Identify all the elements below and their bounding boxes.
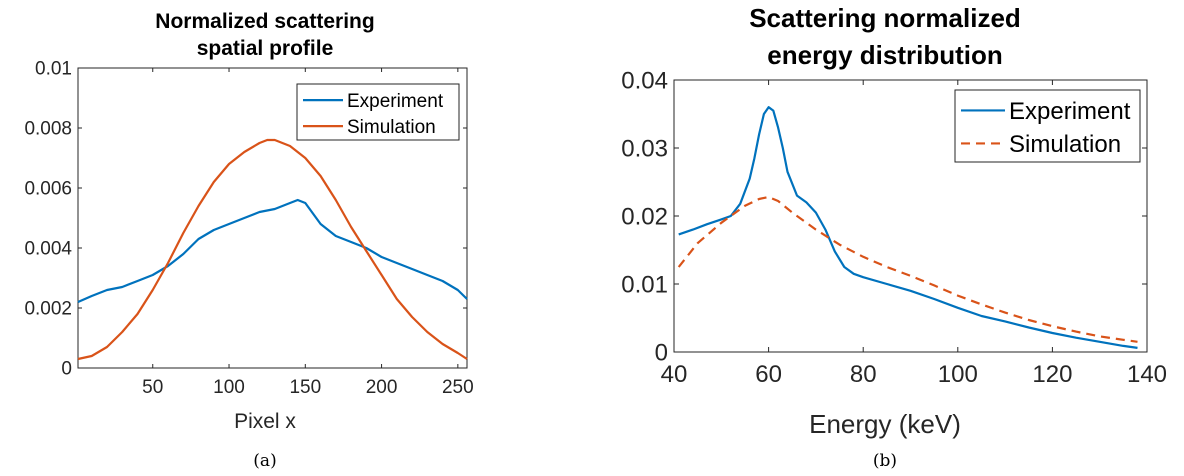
- y-tick-label: 0.02: [621, 203, 668, 230]
- chart-title-line-1: Normalized scattering: [155, 10, 374, 33]
- series-line-experiment: [678, 106, 1138, 349]
- x-tick-label: 200: [366, 377, 398, 398]
- x-tick-labels: 50 100 150 200 250: [142, 68, 474, 398]
- chart-title-line-2: spatial profile: [197, 37, 334, 60]
- series-line-simulation: [77, 138, 468, 361]
- legend-entry-label: Experiment: [347, 91, 444, 112]
- plot-area: [77, 138, 468, 361]
- y-tick-label: 0.006: [24, 179, 72, 200]
- y-tick-label: 0.04: [621, 67, 668, 94]
- chart-title-line-1: Scattering normalized: [749, 3, 1021, 33]
- x-tick-label: 80: [850, 361, 877, 388]
- y-tick-labels: 0 0.01 0.02 0.03 0.04: [621, 67, 1147, 366]
- x-tick-label: 100: [213, 377, 245, 398]
- x-tick-label: 40: [661, 361, 688, 388]
- legend-box: [954, 89, 1141, 163]
- caption-a: (a): [253, 451, 276, 471]
- x-tick-label: 120: [1032, 361, 1072, 388]
- y-tick-label: 0.01: [35, 59, 72, 80]
- legend-entry-label: Simulation: [347, 117, 436, 138]
- axes-box: [673, 79, 1148, 353]
- chart-energy-distribution: Scattering normalized energy distributio…: [621, 3, 1167, 471]
- x-tick-label: 150: [289, 377, 321, 398]
- legend-entry-label: Simulation: [1009, 131, 1121, 158]
- plot-area: [677, 106, 1138, 349]
- caption-b: (b): [873, 451, 897, 471]
- x-tick-label: 50: [142, 377, 163, 398]
- y-tick-label: 0.002: [24, 299, 72, 320]
- x-tick-label: 140: [1127, 361, 1167, 388]
- y-tick-label: 0: [655, 339, 668, 366]
- x-tick-labels: 40 60 80 100 120 140: [661, 80, 1167, 388]
- y-tick-label: 0.008: [24, 119, 72, 140]
- y-tick-label: 0: [61, 359, 72, 380]
- y-tick-label: 0.03: [621, 135, 668, 162]
- y-tick-label: 0.004: [24, 239, 72, 260]
- x-tick-label: 60: [755, 361, 782, 388]
- legend: Experiment Simulation: [296, 83, 460, 141]
- x-axis-label: Energy (keV): [809, 409, 961, 439]
- x-tick-label: 100: [938, 361, 978, 388]
- legend-box: [296, 83, 460, 141]
- chart-spatial-profile: Normalized scattering spatial profile 00…: [24, 10, 473, 471]
- x-axis-label: Pixel x: [234, 410, 296, 433]
- series-line-simulation: [677, 195, 1138, 343]
- chart-title-line-2: energy distribution: [767, 40, 1002, 70]
- legend: Experiment Simulation: [954, 89, 1141, 163]
- x-tick-label: 250: [442, 377, 474, 398]
- axes-box: [77, 67, 468, 369]
- series-line-experiment: [77, 198, 468, 304]
- y-tick-labels: 0 0.002 0.004 0.006 0.008 0.01: [24, 59, 467, 380]
- y-tick-label: 0.01: [621, 271, 668, 298]
- legend-entry-label: Experiment: [1009, 98, 1131, 125]
